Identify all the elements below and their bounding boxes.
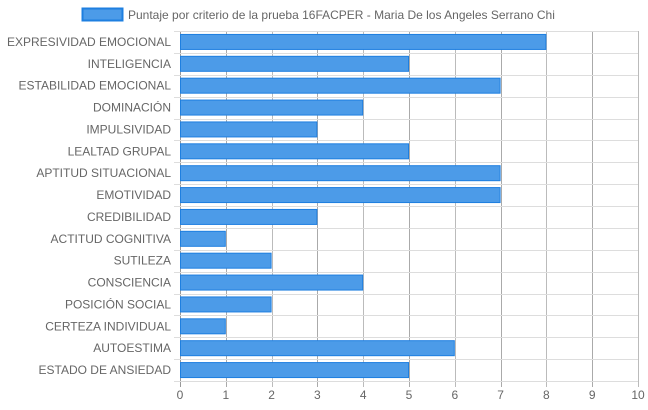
x-tick-label: 1 [222, 388, 229, 402]
category-label: AUTOESTIMA [93, 341, 171, 355]
category-label: APTITUD SITUACIONAL [36, 166, 171, 180]
category-label: ACTITUD COGNITIVA [51, 232, 171, 246]
bar[interactable] [180, 340, 455, 357]
x-tick-label: 8 [543, 388, 550, 402]
legend-swatch[interactable] [81, 7, 124, 22]
bar[interactable] [180, 165, 501, 182]
bar[interactable] [180, 99, 364, 116]
x-tick-label: 3 [314, 388, 321, 402]
category-labels: EXPRESIVIDAD EMOCIONAL INTELIGENCIA ESTABI… [7, 35, 171, 377]
bar[interactable] [180, 296, 272, 313]
category-label: CREDIBILIDAD [87, 210, 171, 224]
bar[interactable] [180, 187, 501, 204]
bar[interactable] [180, 77, 501, 94]
category-label: IMPULSIVIDAD [86, 122, 171, 136]
category-label: ESTABILIDAD EMOCIONAL [19, 79, 172, 93]
bar[interactable] [180, 230, 226, 247]
x-tick-label: 0 [177, 388, 184, 402]
x-tick-label: 6 [451, 388, 458, 402]
x-tick-label: 4 [360, 388, 367, 402]
bar[interactable] [180, 121, 318, 138]
bar[interactable] [180, 33, 547, 50]
legend-label[interactable]: Puntaje por criterio de la prueba 16FACP… [128, 8, 555, 22]
bar[interactable] [180, 143, 409, 160]
bars [180, 33, 547, 379]
category-label: POSICIÓN SOCIAL [65, 296, 171, 311]
category-label: CERTEZA INDIVIDUAL [45, 319, 171, 333]
category-label: SUTILEZA [114, 254, 171, 268]
bar[interactable] [180, 55, 409, 72]
x-tick-label: 10 [631, 388, 645, 402]
category-label: LEALTAD GRUPAL [68, 144, 172, 158]
bar[interactable] [180, 362, 409, 379]
category-label: EXPRESIVIDAD EMOCIONAL [7, 35, 171, 49]
x-tick-label: 2 [268, 388, 275, 402]
horizontal-gridlines [174, 31, 638, 382]
category-label: INTELIGENCIA [88, 57, 171, 71]
bar[interactable] [180, 274, 364, 291]
category-label: CONSCIENCIA [88, 276, 171, 290]
category-label: EMOTIVIDAD [96, 188, 171, 202]
x-tick-label: 5 [406, 388, 413, 402]
bar[interactable] [180, 318, 226, 335]
x-tick-labels: 0 1 2 3 4 5 6 7 8 9 10 [177, 388, 645, 402]
bar[interactable] [180, 252, 272, 269]
category-label: DOMINACIÓN [93, 100, 171, 115]
bar[interactable] [180, 208, 318, 225]
category-label: ESTADO DE ANSIEDAD [39, 363, 172, 377]
x-tick-label: 9 [589, 388, 596, 402]
legend[interactable]: Puntaje por criterio de la prueba 16FACP… [81, 7, 555, 22]
x-tick-label: 7 [497, 388, 504, 402]
